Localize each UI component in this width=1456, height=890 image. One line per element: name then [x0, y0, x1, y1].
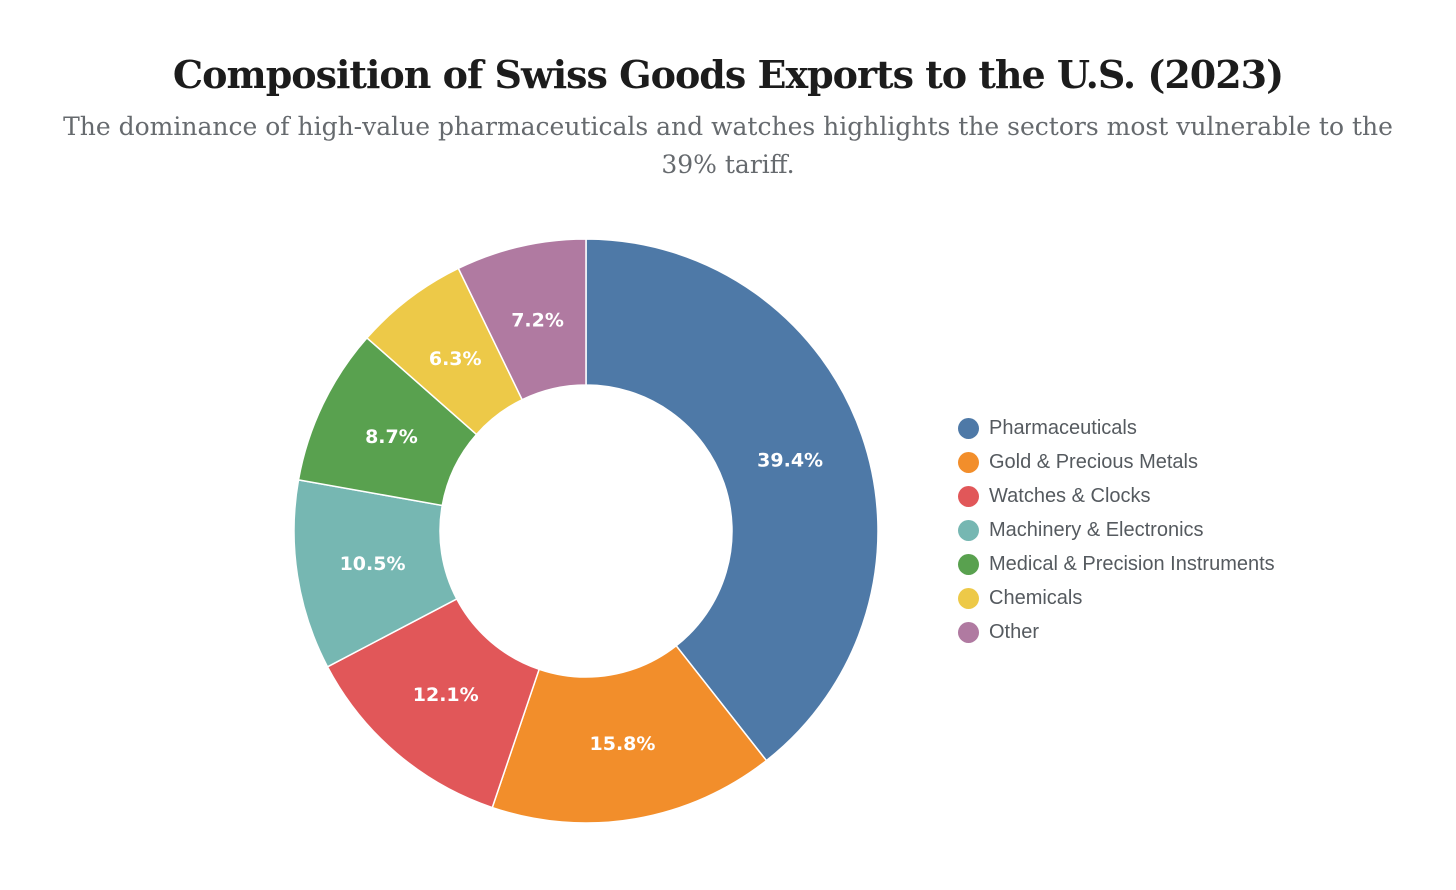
data-label-machinery-and-electronics: 10.5%	[340, 553, 406, 575]
slice-other[interactable]	[457, 238, 587, 401]
legend-item-watches-and-clocks[interactable]: Watches & Clocks	[958, 479, 1275, 513]
chart-title: Composition of Swiss Goods Exports to th…	[172, 52, 1284, 97]
legend-swatch-machinery-and-electronics	[958, 519, 979, 541]
data-label-chemicals: 6.3%	[429, 348, 482, 370]
data-label-medical-and-precision-instruments: 8.7%	[365, 426, 418, 448]
legend-item-other[interactable]: Other	[958, 615, 1275, 649]
donut-slices	[293, 238, 879, 824]
legend-swatch-chemicals	[958, 587, 979, 609]
legend-label-medical-and-precision-instruments: Medical & Precision Instruments	[989, 552, 1275, 575]
data-label-pharmaceuticals: 39.4%	[757, 449, 823, 471]
data-label-gold-and-precious-metals: 15.8%	[590, 733, 656, 755]
legend-label-other: Other	[989, 620, 1040, 643]
legend-swatch-watches-and-clocks	[958, 485, 979, 507]
legend-label-pharmaceuticals: Pharmaceuticals	[989, 416, 1137, 439]
legend-item-machinery-and-electronics[interactable]: Machinery & Electronics	[958, 513, 1275, 547]
legend-item-pharmaceuticals[interactable]: Pharmaceuticals	[958, 411, 1275, 445]
legend-item-chemicals[interactable]: Chemicals	[958, 581, 1275, 615]
data-label-watches-and-clocks: 12.1%	[413, 684, 479, 706]
legend-swatch-other	[958, 621, 979, 643]
legend-swatch-gold-and-precious-metals	[958, 451, 979, 473]
legend-item-medical-and-precision-instruments[interactable]: Medical & Precision Instruments	[958, 547, 1275, 581]
legend-label-watches-and-clocks: Watches & Clocks	[989, 484, 1151, 507]
data-label-other: 7.2%	[511, 310, 564, 332]
legend-item-gold-and-precious-metals[interactable]: Gold & Precious Metals	[958, 445, 1275, 479]
chart-subtitle: The dominance of high-value pharmaceutic…	[63, 112, 1393, 179]
legend-label-machinery-and-electronics: Machinery & Electronics	[989, 518, 1204, 541]
legend-label-chemicals: Chemicals	[989, 586, 1083, 609]
donut-data-labels: 39.4% 15.8% 12.1% 10.5% 8.7% 6.3% 7.2%	[340, 310, 824, 755]
legend-swatch-pharmaceuticals	[958, 417, 979, 439]
slice-gold-and-precious-metals[interactable]	[491, 644, 768, 824]
legend-swatch-medical-and-precision-instruments	[958, 553, 979, 575]
legend-label-gold-and-precious-metals: Gold & Precious Metals	[989, 450, 1198, 473]
chart-legend: Pharmaceuticals Gold & Precious Metals Wat…	[958, 411, 1275, 649]
slice-pharmaceuticals[interactable]	[585, 238, 879, 762]
